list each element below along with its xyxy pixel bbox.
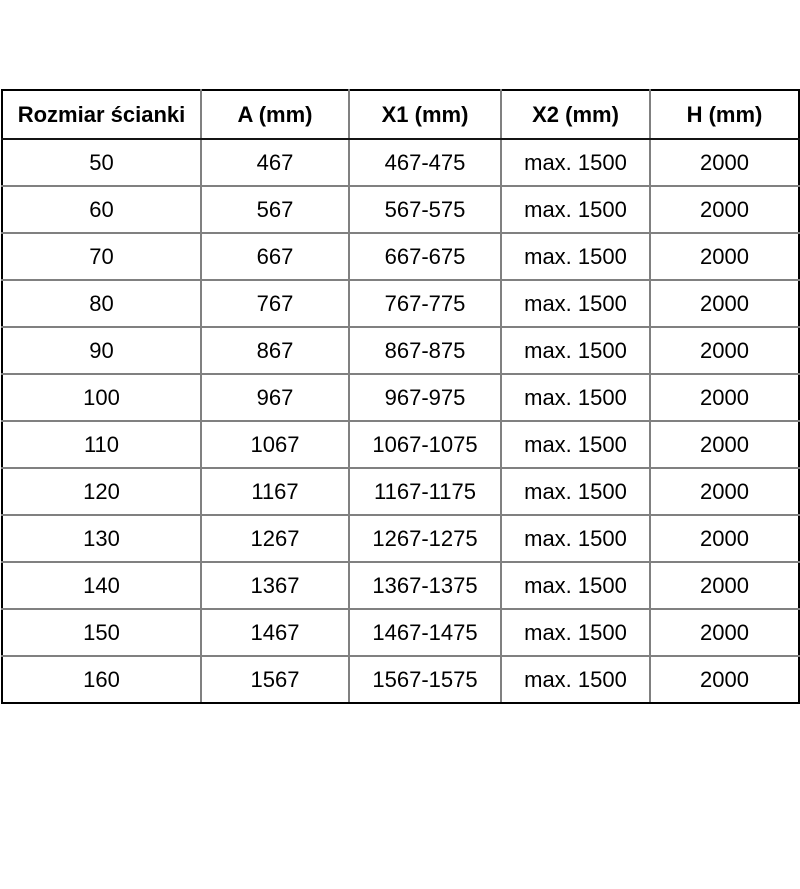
cell-x1: 867-875 [348,326,502,375]
cell-size: 70 [1,232,202,281]
cell-a: 667 [200,232,350,281]
cell-size: 130 [1,514,202,563]
table-row: 50 467 467-475 max. 1500 2000 [1,138,800,187]
cell-h: 2000 [649,655,800,704]
size-spec-table: Rozmiar ścianki A (mm) X1 (mm) X2 (mm) H… [1,89,800,704]
cell-size: 100 [1,373,202,422]
cell-h: 2000 [649,373,800,422]
cell-x1: 1567-1575 [348,655,502,704]
cell-x2: max. 1500 [500,514,651,563]
table-row: 60 567 567-575 max. 1500 2000 [1,185,800,234]
cell-x1: 767-775 [348,279,502,328]
cell-x2: max. 1500 [500,467,651,516]
column-header-a: A (mm) [200,89,350,140]
cell-h: 2000 [649,185,800,234]
cell-x2: max. 1500 [500,138,651,187]
table-row: 110 1067 1067-1075 max. 1500 2000 [1,420,800,469]
cell-x2: max. 1500 [500,232,651,281]
table-row: 100 967 967-975 max. 1500 2000 [1,373,800,422]
cell-x2: max. 1500 [500,655,651,704]
cell-h: 2000 [649,514,800,563]
cell-x2: max. 1500 [500,326,651,375]
cell-x2: max. 1500 [500,185,651,234]
cell-a: 867 [200,326,350,375]
cell-x1: 1167-1175 [348,467,502,516]
cell-x2: max. 1500 [500,279,651,328]
cell-a: 567 [200,185,350,234]
table-row: 130 1267 1267-1275 max. 1500 2000 [1,514,800,563]
cell-x1: 1267-1275 [348,514,502,563]
cell-a: 1167 [200,467,350,516]
cell-size: 50 [1,138,202,187]
cell-x1: 567-575 [348,185,502,234]
cell-a: 1467 [200,608,350,657]
cell-a: 1367 [200,561,350,610]
cell-h: 2000 [649,420,800,469]
page: Rozmiar ścianki A (mm) X1 (mm) X2 (mm) H… [0,89,800,889]
column-header-x2: X2 (mm) [500,89,651,140]
cell-x1: 1067-1075 [348,420,502,469]
cell-x1: 467-475 [348,138,502,187]
cell-size: 80 [1,279,202,328]
cell-x1: 1367-1375 [348,561,502,610]
cell-x2: max. 1500 [500,420,651,469]
cell-size: 160 [1,655,202,704]
table-row: 160 1567 1567-1575 max. 1500 2000 [1,655,800,704]
cell-x2: max. 1500 [500,373,651,422]
table-row: 120 1167 1167-1175 max. 1500 2000 [1,467,800,516]
column-header-size: Rozmiar ścianki [1,89,202,140]
cell-a: 1267 [200,514,350,563]
table-row: 140 1367 1367-1375 max. 1500 2000 [1,561,800,610]
cell-x1: 667-675 [348,232,502,281]
table-row: 80 767 767-775 max. 1500 2000 [1,279,800,328]
cell-a: 1567 [200,655,350,704]
cell-a: 1067 [200,420,350,469]
cell-x2: max. 1500 [500,561,651,610]
header-row: Rozmiar ścianki A (mm) X1 (mm) X2 (mm) H… [1,89,800,140]
cell-size: 140 [1,561,202,610]
cell-x2: max. 1500 [500,608,651,657]
cell-h: 2000 [649,232,800,281]
cell-a: 467 [200,138,350,187]
cell-h: 2000 [649,561,800,610]
cell-h: 2000 [649,608,800,657]
column-header-h: H (mm) [649,89,800,140]
cell-size: 90 [1,326,202,375]
cell-h: 2000 [649,279,800,328]
column-header-x1: X1 (mm) [348,89,502,140]
cell-x1: 967-975 [348,373,502,422]
cell-size: 60 [1,185,202,234]
cell-a: 967 [200,373,350,422]
table-row: 90 867 867-875 max. 1500 2000 [1,326,800,375]
cell-size: 120 [1,467,202,516]
table-row: 150 1467 1467-1475 max. 1500 2000 [1,608,800,657]
cell-size: 150 [1,608,202,657]
cell-a: 767 [200,279,350,328]
cell-h: 2000 [649,467,800,516]
cell-size: 110 [1,420,202,469]
table-row: 70 667 667-675 max. 1500 2000 [1,232,800,281]
cell-h: 2000 [649,138,800,187]
cell-x1: 1467-1475 [348,608,502,657]
cell-h: 2000 [649,326,800,375]
